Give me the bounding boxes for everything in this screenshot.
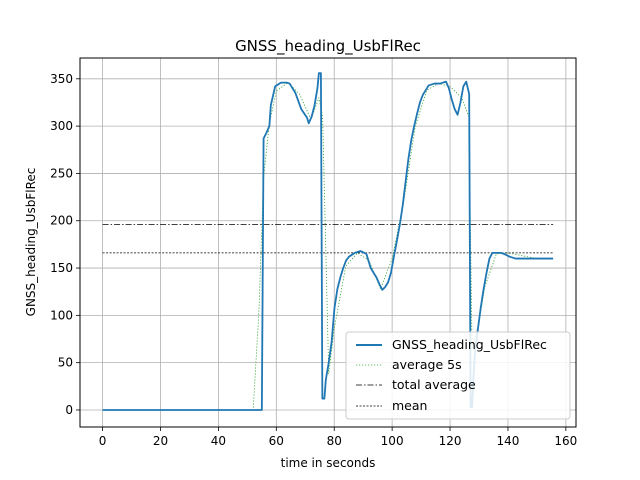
legend: GNSS_heading_UsbFlRec average 5s total a… xyxy=(345,331,571,420)
y-tick-label: 50 xyxy=(58,356,73,370)
legend-label-main: GNSS_heading_UsbFlRec xyxy=(392,337,547,352)
chart-title: GNSS_heading_UsbFlRec xyxy=(235,37,421,56)
y-axis-label: GNSS_heading_UsbFlRec xyxy=(24,168,38,317)
x-tick-label: 140 xyxy=(497,434,520,448)
plot-frame xyxy=(79,57,577,428)
legend-label-total-average: total average xyxy=(392,377,476,392)
x-axis-label: time in seconds xyxy=(281,456,376,470)
x-tick-label: 60 xyxy=(269,434,284,448)
y-tick-label: 0 xyxy=(65,403,73,417)
legend-label-average-5s: average 5s xyxy=(392,357,462,372)
y-tick-label: 300 xyxy=(50,119,73,133)
x-tick-label: 80 xyxy=(327,434,342,448)
legend-box xyxy=(345,331,571,420)
y-tick-label: 350 xyxy=(50,72,73,86)
y-tick-label: 250 xyxy=(50,166,73,180)
axes-layer: 0 20 40 60 80 100 120 140 160 0 50 100 150 200 250 300 3… xyxy=(50,57,577,448)
y-tick-label: 100 xyxy=(50,308,73,322)
x-tick-label: 20 xyxy=(153,434,168,448)
x-tick-label: 0 xyxy=(99,434,107,448)
x-tick-label: 120 xyxy=(439,434,462,448)
legend-label-mean: mean xyxy=(392,398,427,413)
x-tick-label: 160 xyxy=(554,434,577,448)
x-tick-label: 40 xyxy=(211,434,226,448)
y-tick-label: 150 xyxy=(50,261,73,275)
x-tick-label: 100 xyxy=(381,434,404,448)
y-tick-label: 200 xyxy=(50,214,73,228)
